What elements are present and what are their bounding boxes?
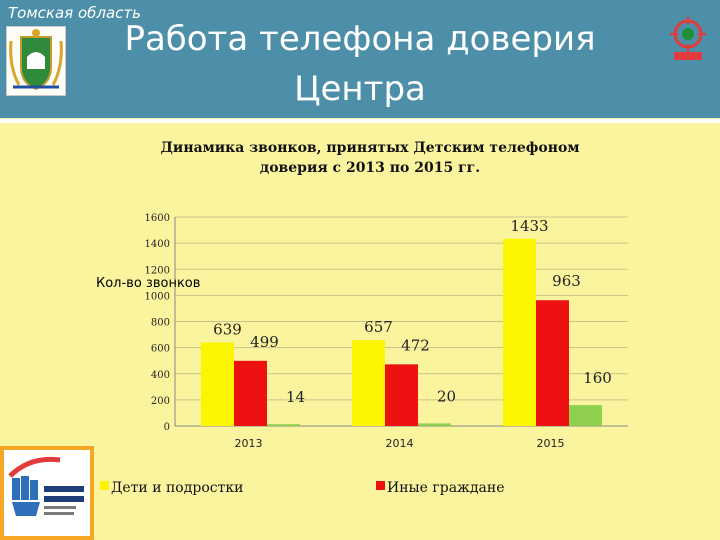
header-bar [0,0,720,118]
x-tick-label: 2014 [386,437,414,450]
telefon-doveria-logo-icon [0,446,94,540]
data-label: 639 [213,321,242,339]
bar [569,405,602,426]
bar [536,300,569,426]
y-tick-label: 800 [151,318,170,329]
y-tick-label: 0 [164,422,170,433]
data-label: 14 [286,388,305,406]
y-tick-label: 200 [151,396,170,407]
bar [418,423,451,426]
y-tick-label: 600 [151,344,170,355]
bar [385,364,418,426]
bar [267,424,300,426]
data-label: 499 [250,333,279,351]
x-tick-label: 2013 [235,437,263,450]
chart-title: Динамика звонков, принятых Детским телеф… [120,138,620,178]
legend-label: Иные граждане [387,480,505,496]
page-title-line-2: Центра [294,69,426,109]
y-tick-label: 1200 [145,265,170,276]
data-label: 20 [437,387,456,405]
region-label: Томская область [8,4,141,22]
data-label: 657 [364,318,393,336]
y-tick-label: 1000 [145,291,170,302]
chart-title-line-1: Динамика звонков, принятых Детским телеф… [160,140,580,156]
legend-swatch [100,481,109,490]
chart-title-line-2: доверия с 2013 по 2015 гг. [259,160,481,176]
page-title: Работа телефона доверия Центра [100,14,620,114]
data-label: 472 [401,336,430,354]
bar [234,360,267,426]
helpline-badge-icon [668,14,708,64]
y-axis-label: Кол-во звонков [96,276,200,291]
coat-of-arms-icon [6,26,66,96]
bar [201,342,234,426]
y-tick-label: 400 [151,370,170,381]
y-tick-label: 1400 [145,239,170,250]
legend-label: Дети и подростки [111,480,243,496]
bar [503,238,536,426]
x-tick-label: 2015 [537,437,565,450]
y-tick-label: 1600 [145,213,170,224]
data-label: 963 [552,272,581,290]
header-divider [0,119,720,123]
legend-swatch [376,481,385,490]
data-label: 160 [583,369,612,387]
bar [352,340,385,426]
page-title-line-1: Работа телефона доверия [124,19,596,59]
data-label: 1433 [510,217,548,235]
